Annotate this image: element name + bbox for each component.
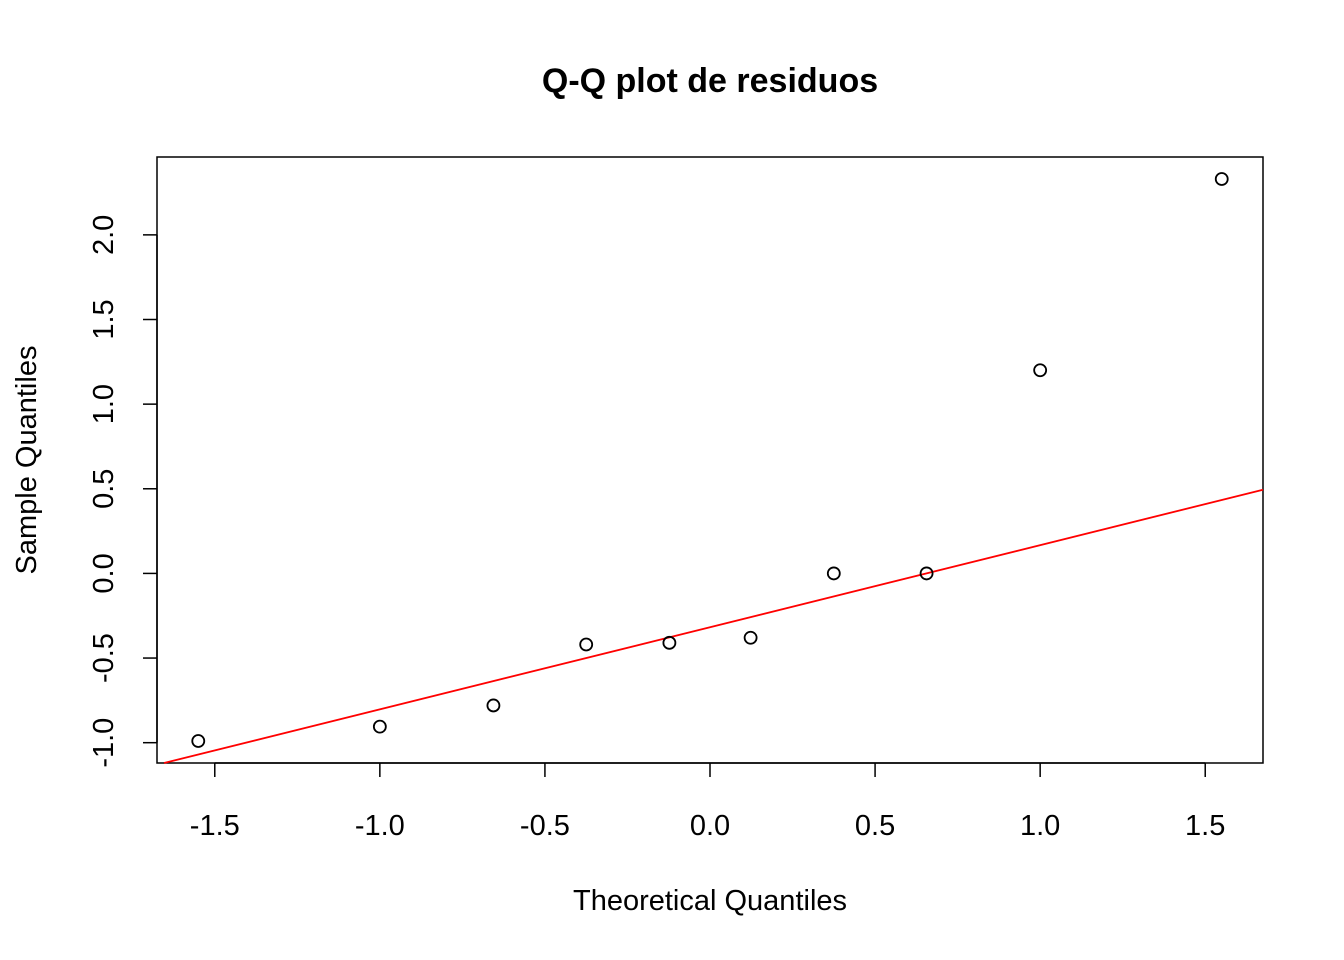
data-point — [486, 698, 501, 713]
data-point — [372, 719, 387, 734]
data-point — [191, 734, 206, 748]
reference-line-layer — [163, 488, 1264, 764]
y-tick-label: 0.0 — [88, 553, 120, 593]
y-tick-label: 1.0 — [88, 384, 120, 424]
y-axis: -1.0 -0.5 0.0 0.5 1.0 1.5 2.0 — [88, 215, 158, 768]
x-axis: -1.5 -1.0 -0.5 0.0 0.5 1.0 1.5 — [190, 762, 1225, 842]
data-point — [1214, 172, 1229, 186]
y-tick-label: 1.5 — [88, 299, 120, 339]
data-point — [826, 566, 841, 581]
data-point — [662, 635, 677, 650]
x-axis-label: Theoretical Quantiles — [573, 885, 847, 917]
plot-frame — [156, 156, 1264, 764]
chart-title: Q-Q plot de residuos — [542, 62, 878, 100]
reference-line — [163, 488, 1264, 764]
x-tick-label: -0.5 — [520, 810, 570, 842]
x-tick-label: 0.0 — [690, 810, 730, 842]
data-point — [919, 566, 934, 581]
y-tick-label: -1.0 — [88, 718, 120, 768]
x-tick-label: 0.5 — [855, 810, 895, 842]
x-tick-label: -1.5 — [190, 810, 240, 842]
x-tick-label: 1.5 — [1185, 810, 1225, 842]
x-tick-label: -1.0 — [355, 810, 405, 842]
points-layer — [191, 172, 1229, 748]
y-tick-label: 0.5 — [88, 469, 120, 509]
data-point — [743, 630, 758, 645]
y-axis-label: Sample Quantiles — [11, 346, 43, 575]
y-tick-label: 2.0 — [88, 215, 120, 255]
data-point — [579, 637, 594, 652]
y-tick-label: -0.5 — [88, 633, 120, 683]
data-point — [1033, 363, 1048, 378]
x-tick-label: 1.0 — [1020, 810, 1060, 842]
